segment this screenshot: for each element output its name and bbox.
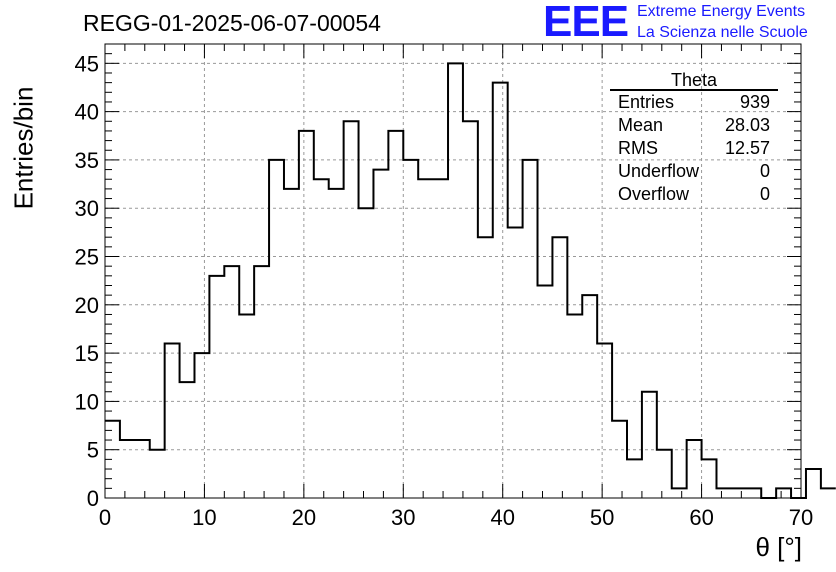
stats-row-underflow: Underflow 0 (610, 160, 778, 183)
y-axis-label-box: Entries/bin (6, 87, 42, 210)
histogram-bin (463, 121, 478, 498)
histogram-bin (403, 160, 418, 498)
histogram-bin (597, 343, 612, 498)
plot-frame (104, 43, 802, 499)
histogram-bin (478, 237, 493, 498)
y-tick-label: 25 (75, 245, 99, 270)
y-tick-label: 35 (75, 148, 99, 173)
histogram-bin (209, 276, 224, 498)
histogram-bin (612, 421, 627, 498)
x-tick-label: 70 (789, 505, 813, 530)
histogram-bin (821, 488, 836, 498)
stats-value: 0 (759, 161, 770, 181)
stats-title: Theta (610, 70, 778, 91)
histogram-bin (552, 237, 567, 498)
y-tick-label: 10 (75, 389, 99, 414)
stats-row-mean: Mean 28.03 (610, 114, 778, 137)
stats-row-rms: RMS 12.57 (610, 137, 778, 160)
x-tick-label: 50 (590, 505, 614, 530)
logo-subtitle-2: La Scienza nelle Scuole (637, 24, 808, 41)
histogram-bin (776, 488, 791, 498)
histogram-step-line (105, 62, 836, 499)
histogram-series (105, 62, 836, 499)
axis-ticks (104, 43, 802, 499)
y-tick-label: 45 (75, 51, 99, 76)
stats-key: Mean (618, 115, 664, 135)
y-tick-label: 0 (87, 486, 99, 511)
logo-subtitle-1: Extreme Energy Events (637, 3, 806, 20)
histogram-bin (627, 459, 642, 498)
x-tick-label: 60 (689, 505, 713, 530)
stats-value: 0 (759, 184, 770, 204)
histogram-bin (582, 295, 597, 498)
histogram-bin (642, 392, 657, 498)
histogram-bin (284, 189, 299, 498)
stats-key: Entries (618, 92, 675, 112)
histogram-bin (373, 170, 388, 498)
stats-key: Underflow (618, 161, 700, 181)
histogram-bin (150, 450, 165, 498)
x-tick-label: 30 (391, 505, 415, 530)
y-tick-label: 30 (75, 196, 99, 221)
histogram-bin (194, 353, 209, 498)
histogram-bin (254, 266, 269, 498)
y-tick-label: 40 (75, 100, 99, 125)
histogram-bin (538, 285, 553, 498)
tick-labels: 0 10 20 30 40 50 60 70 0 5 10 15 20 25 30 35 40 45 (75, 51, 814, 530)
eee-logo: EEE (543, 0, 629, 46)
histogram-bin (746, 488, 761, 498)
histogram-bin (702, 459, 717, 498)
histogram-bin (224, 266, 239, 498)
x-tick-label: 0 (99, 505, 111, 530)
stats-row-overflow: Overflow 0 (610, 183, 778, 206)
histogram-bin (806, 469, 821, 498)
histogram-bin (731, 488, 746, 498)
histogram-bin (165, 343, 180, 498)
stats-key: RMS (618, 138, 658, 158)
histogram-bin (299, 131, 314, 498)
chart-title: REGG-01-2025-06-07-00054 (83, 10, 381, 36)
histogram-bin (344, 121, 359, 498)
histogram-bin (687, 440, 702, 498)
histogram-bin (135, 440, 150, 498)
y-tick-label: 5 (87, 438, 99, 463)
y-tick-label: 20 (75, 293, 99, 318)
histogram-bin (567, 314, 582, 498)
histogram-bin (716, 488, 731, 498)
histogram-bin (508, 228, 523, 498)
plot-border (104, 43, 802, 499)
histogram-bin (180, 382, 195, 498)
histogram-bin (493, 83, 508, 498)
histogram-bin (120, 440, 135, 498)
stats-box: Theta Entries 939 Mean 28.03 RMS 12.57 U… (610, 70, 778, 206)
histogram-bin (448, 63, 463, 498)
histogram-bin (672, 488, 687, 498)
stats-value: 939 (739, 92, 770, 112)
y-axis-label: Entries/bin (8, 86, 39, 210)
y-tick-label: 15 (75, 341, 99, 366)
stats-key: Overflow (618, 184, 690, 204)
x-tick-label: 40 (490, 505, 514, 530)
histogram-bin (329, 189, 344, 498)
x-axis-label: θ [°] (755, 532, 802, 562)
stats-row-entries: Entries 939 (610, 91, 778, 114)
stats-value: 12.57 (724, 138, 770, 158)
x-tick-label: 20 (292, 505, 316, 530)
histogram-bin (388, 131, 403, 498)
histogram-bin (657, 450, 672, 498)
x-tick-label: 10 (192, 505, 216, 530)
histogram-bin (269, 160, 284, 498)
grid-lines (105, 44, 801, 498)
histogram-bin (523, 160, 538, 498)
histogram-bin (239, 314, 254, 498)
stats-value: 28.03 (724, 115, 770, 135)
